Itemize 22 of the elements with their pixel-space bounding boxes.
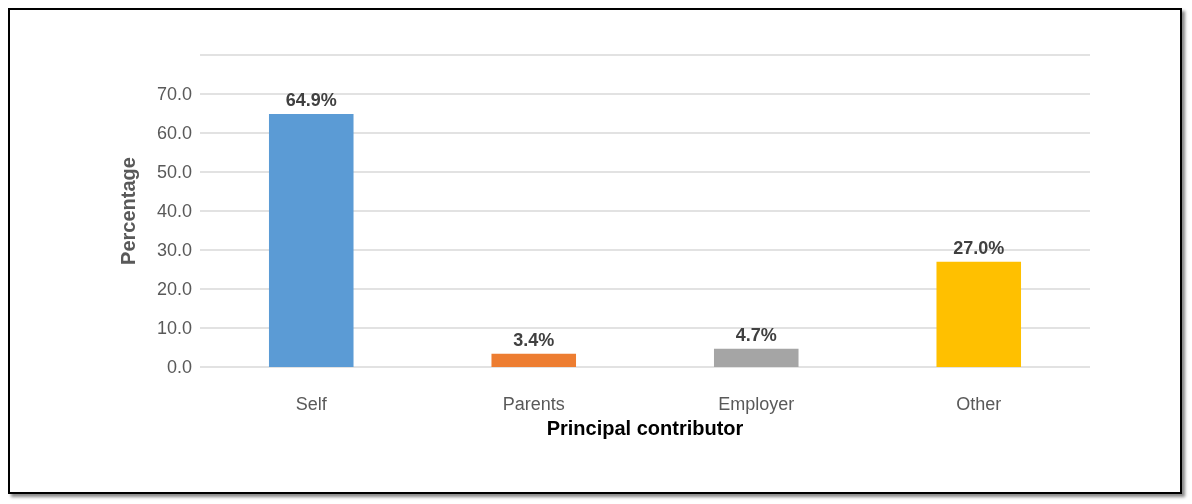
data-label: 3.4% [513, 329, 555, 350]
y-tick-label: 60.0 [156, 123, 192, 143]
y-tick-label: 50.0 [156, 162, 192, 182]
x-tick-label: Self [295, 394, 328, 414]
y-tick-label: 10.0 [156, 318, 192, 338]
x-tick-label: Other [956, 394, 1002, 414]
data-label: 64.9% [285, 89, 337, 110]
data-label: 27.0% [953, 237, 1005, 258]
y-tick-label: 0.0 [166, 357, 192, 377]
bar [268, 113, 354, 367]
bar [713, 348, 799, 367]
bar [491, 353, 577, 367]
y-axis-title: Percentage [117, 157, 139, 265]
x-tick-label: Employer [718, 394, 795, 414]
x-axis-title: Principal contributor [546, 416, 744, 439]
y-tick-label: 20.0 [156, 279, 192, 299]
bar [936, 261, 1022, 367]
y-tick-label: 40.0 [156, 201, 192, 221]
y-tick-label: 30.0 [156, 240, 192, 260]
y-tick-label: 70.0 [156, 84, 192, 104]
data-label: 4.7% [735, 324, 777, 345]
x-tick-label: Parents [502, 394, 565, 414]
